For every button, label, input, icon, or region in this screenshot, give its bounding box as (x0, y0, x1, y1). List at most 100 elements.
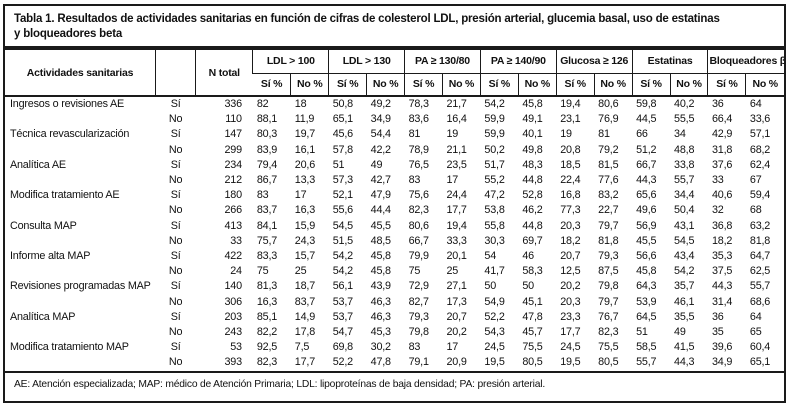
value-cell: 32 (711, 204, 724, 217)
value-cell: 44,5 (636, 113, 657, 126)
n-total-cell: 180 (224, 189, 242, 202)
value-cell: 7,5 (294, 341, 310, 354)
value-cell: 23,1 (560, 113, 581, 126)
value-cell: 25 (294, 265, 307, 278)
n-total-cell: 147 (224, 128, 242, 141)
value-cell: 64,5 (636, 310, 657, 323)
value-cell: 54,3 (484, 326, 505, 339)
answer-cell: No (168, 234, 183, 247)
value-cell: 24,5 (484, 341, 505, 354)
value-cell: 22,4 (560, 174, 581, 187)
n-total-cell: 53 (230, 341, 242, 354)
activity-cell (5, 173, 156, 188)
n-total-cell: 422 (224, 250, 242, 263)
value-cell: 14,9 (294, 310, 316, 323)
value-cell: 63,2 (749, 219, 771, 232)
n-total-cell: 299 (224, 143, 242, 156)
value-cell: 30,3 (484, 234, 505, 247)
value-cell: 80,5 (522, 356, 543, 369)
value-cell: 81,3 (256, 280, 278, 293)
subheader-yes-pct: Sí % (631, 73, 671, 96)
value-cell: 45,6 (332, 128, 353, 141)
value-cell: 68,2 (749, 143, 771, 156)
value-cell: 53,9 (636, 295, 657, 308)
value-cell: 80,3 (256, 128, 278, 141)
n-total-cell: 212 (224, 174, 242, 187)
table-row: Analítica AE Sí 234 79,4 20,6 51 49 76,5 23,5 51,… (5, 158, 784, 173)
answer-cell: No (168, 356, 183, 369)
header-answer-col (155, 50, 196, 96)
table-row: Modifica tratamiento AE Sí 180 83 17 52,1 47,9… (5, 188, 784, 203)
value-cell: 83,7 (256, 204, 278, 217)
n-total-cell: 413 (224, 219, 242, 232)
value-cell: 17 (446, 174, 459, 187)
value-cell: 15,9 (294, 219, 316, 232)
value-cell: 80,5 (598, 356, 619, 369)
header-n-total: N total (195, 50, 253, 96)
value-cell: 20,2 (446, 326, 467, 339)
value-cell: 65 (749, 326, 762, 339)
subheader-yes-pct: Sí % (260, 78, 283, 91)
value-cell: 20,1 (446, 250, 467, 263)
value-cell: 57,3 (332, 174, 353, 187)
n-total-cell: 393 (224, 356, 242, 369)
value-cell: 79,3 (598, 250, 619, 263)
value-cell: 82,3 (256, 356, 278, 369)
table-box: Tabla 1. Resultados de actividades sanit… (3, 4, 786, 403)
table-row: No 110 88,1 11,9 65,1 34,9 83,6 16,4 59,9 49,1 23,… (5, 112, 784, 127)
value-cell: 54,4 (370, 128, 391, 141)
table-row: No 299 83,9 16,1 57,8 42,2 78,9 21,1 50,2 49,8 20,… (5, 143, 784, 158)
subheader-no-pct: No % (366, 73, 405, 96)
activity-cell: Modifica tratamiento MAP (10, 341, 129, 354)
value-cell: 24,4 (446, 189, 467, 202)
n-total-cell: 203 (224, 310, 242, 323)
table-row: No 212 86,7 13,3 57,3 42,7 83 17 55,2 44,8 22,4 77,… (5, 173, 784, 188)
value-cell: 35 (711, 326, 724, 339)
value-cell: 37,6 (711, 158, 733, 171)
activity-cell: Consulta MAP (10, 219, 77, 232)
header-row-groups: Actividades sanitarias N total LDL > 100… (5, 50, 784, 96)
value-cell: 44,4 (370, 204, 391, 217)
group-header: PA ≥ 140/90 (479, 50, 557, 74)
value-cell: 15,7 (294, 250, 316, 263)
value-cell: 24,3 (294, 234, 316, 247)
value-cell: 81 (408, 128, 421, 141)
value-cell: 24,5 (560, 341, 581, 354)
value-cell: 33 (711, 174, 724, 187)
value-cell: 12,5 (560, 265, 581, 278)
value-cell: 35,7 (674, 280, 695, 293)
value-cell: 19 (446, 128, 459, 141)
value-cell: 41,5 (674, 341, 695, 354)
value-cell: 66 (636, 128, 648, 141)
value-cell: 79,7 (598, 295, 619, 308)
value-cell: 75,6 (408, 189, 429, 202)
value-cell: 20,8 (560, 143, 581, 156)
subheader-no-pct: No % (441, 73, 481, 96)
value-cell: 59,8 (636, 98, 657, 110)
subheader-no-pct: No % (290, 73, 329, 96)
table-row: No 243 82,2 17,8 54,7 45,3 79,8 20,2 54,3 45,7 17,… (5, 325, 784, 340)
value-cell: 60,4 (749, 341, 771, 354)
value-cell: 68,6 (749, 295, 771, 308)
value-cell: 13,3 (294, 174, 316, 187)
value-cell: 57,1 (749, 128, 771, 141)
value-cell: 83 (408, 174, 421, 187)
value-cell: 44,3 (674, 356, 695, 369)
table-footnote: AE: Atención especializada; MAP: médico … (14, 378, 546, 390)
value-cell: 35,5 (674, 310, 695, 323)
value-cell: 53,8 (484, 204, 505, 217)
value-cell: 41,7 (484, 265, 505, 278)
answer-cell: No (168, 326, 183, 339)
value-cell: 50,8 (332, 98, 353, 110)
value-cell: 34,9 (370, 113, 391, 126)
value-cell: 34,9 (711, 356, 733, 369)
value-cell: 52,8 (522, 189, 543, 202)
value-cell: 59,9 (484, 128, 505, 141)
value-cell: 64 (749, 310, 762, 323)
value-cell: 17,7 (560, 326, 581, 339)
value-cell: 30,2 (370, 341, 391, 354)
value-cell: 53,7 (332, 295, 353, 308)
activity-cell: Analítica AE (10, 158, 66, 171)
value-cell: 43,4 (674, 250, 695, 263)
value-cell: 19,5 (560, 356, 581, 369)
